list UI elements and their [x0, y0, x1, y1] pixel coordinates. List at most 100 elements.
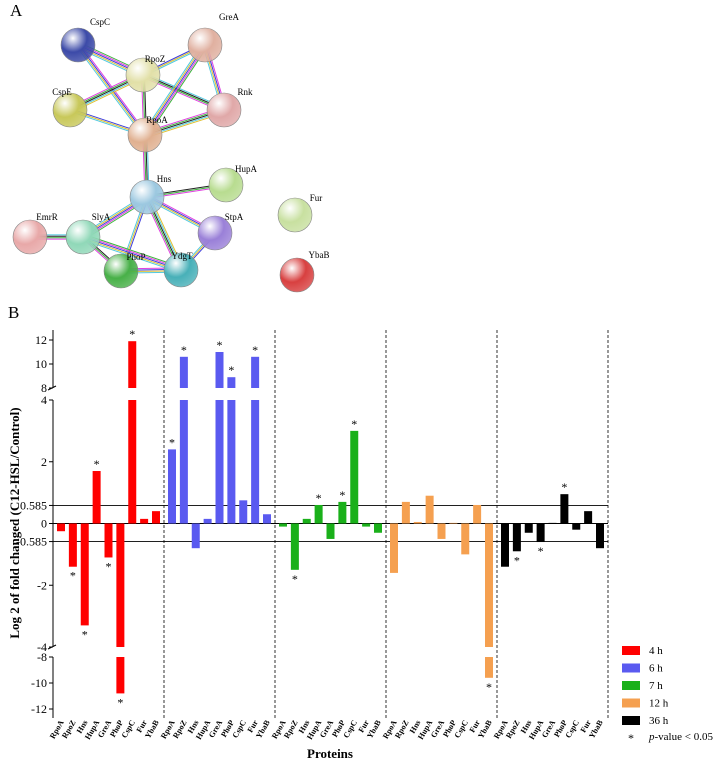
edge — [81, 239, 181, 274]
bar — [227, 400, 236, 524]
bar — [140, 518, 149, 524]
y-tick-label: -10 — [31, 676, 47, 690]
bar — [512, 523, 521, 552]
bar — [92, 471, 101, 524]
significance-marker: * — [252, 343, 258, 357]
panel-label: B — [8, 303, 19, 322]
y-tick-label: -8 — [37, 650, 47, 664]
edge — [83, 233, 183, 268]
bar — [413, 521, 422, 524]
bar — [179, 356, 188, 388]
bar — [314, 504, 323, 524]
legend-note-text: -value < 0.05 — [655, 731, 714, 743]
significance-marker: * — [169, 435, 175, 449]
edge — [142, 43, 204, 134]
bar — [57, 523, 65, 532]
node-label: StpA — [225, 212, 244, 222]
bar — [326, 523, 335, 539]
bar — [390, 523, 398, 573]
bar — [168, 449, 176, 524]
node — [197, 215, 233, 251]
node-label: GreA — [219, 12, 239, 22]
significance-marker: * — [339, 488, 345, 502]
legend-label: 12 h — [649, 698, 669, 710]
bar — [152, 511, 160, 524]
bar — [68, 523, 77, 567]
legend-label: 4 h — [649, 645, 663, 657]
bar — [350, 430, 359, 524]
y-tick-label: -2 — [37, 578, 47, 592]
bar — [128, 341, 137, 388]
node — [206, 92, 242, 128]
node-label: PhoP — [126, 252, 145, 262]
significance-marker: * — [82, 627, 88, 641]
legend-label: 6 h — [649, 663, 663, 675]
significance-marker: * — [94, 457, 100, 471]
bar — [501, 523, 509, 567]
y-tick-label: -4 — [37, 640, 47, 654]
edge — [146, 46, 208, 137]
bar — [215, 352, 224, 388]
bar — [290, 523, 299, 570]
node — [127, 117, 163, 153]
bar — [239, 500, 248, 524]
bar — [104, 523, 113, 558]
bar — [584, 511, 593, 524]
significance-marker: * — [351, 417, 357, 431]
node — [65, 219, 101, 255]
bar — [473, 504, 482, 524]
node-label: Hns — [157, 174, 172, 184]
node-label: Fur — [310, 193, 323, 203]
network: CspC RpoZ GreA CspE Rnk RpoA Hns HupA Fur EmrR Sly… — [12, 12, 330, 293]
y-tick-label: 0.585 — [20, 498, 47, 512]
legend-swatch — [622, 663, 640, 673]
y-tick-label: -0.585 — [16, 535, 47, 549]
node-label: YbaB — [309, 250, 330, 260]
bar-chart: 12108420.5850-0.585-2-4-8-10-12RpoA*RpoZ… — [7, 327, 713, 761]
significance-marker: * — [117, 695, 123, 709]
bar — [128, 400, 137, 524]
bar — [251, 400, 260, 524]
bar — [302, 518, 311, 524]
bar — [203, 518, 212, 524]
bar — [572, 523, 581, 530]
bar — [191, 523, 200, 549]
legend-note: p-value < 0.05 — [648, 731, 713, 743]
bar — [279, 523, 287, 527]
bar — [179, 400, 188, 524]
node-label: RpoA — [146, 115, 168, 125]
legend-label: 36 h — [649, 715, 669, 727]
significance-marker: * — [106, 559, 112, 573]
legend-swatch — [622, 646, 640, 655]
bar — [536, 523, 545, 543]
bar — [362, 523, 371, 527]
y-tick-label: 10 — [35, 357, 47, 371]
bar — [215, 400, 224, 524]
node-label: RpoZ — [145, 54, 166, 64]
significance-marker: * — [292, 572, 298, 586]
significance-marker: * — [486, 680, 492, 694]
bar — [437, 523, 446, 539]
node — [277, 197, 313, 233]
y-tick-label: 0 — [41, 517, 47, 531]
node-label: CspE — [52, 87, 72, 97]
bar — [227, 377, 236, 388]
node — [52, 92, 88, 128]
bar — [263, 514, 271, 524]
node-label: HupA — [235, 164, 257, 174]
bar — [401, 501, 410, 524]
node-label: SlyA — [92, 212, 111, 222]
x-tick-label: YbaB — [587, 718, 605, 740]
edge — [145, 45, 207, 137]
node — [279, 257, 315, 293]
bar — [461, 523, 470, 555]
y-tick-label: 8 — [41, 381, 47, 395]
bar — [338, 501, 347, 524]
edge — [144, 44, 206, 136]
y-tick-label: 4 — [41, 393, 47, 407]
significance-marker: * — [561, 480, 567, 494]
bar — [524, 523, 533, 533]
legend-note-italic: p — [648, 731, 655, 743]
edge — [143, 43, 205, 135]
node-label: YdgT — [172, 251, 193, 261]
